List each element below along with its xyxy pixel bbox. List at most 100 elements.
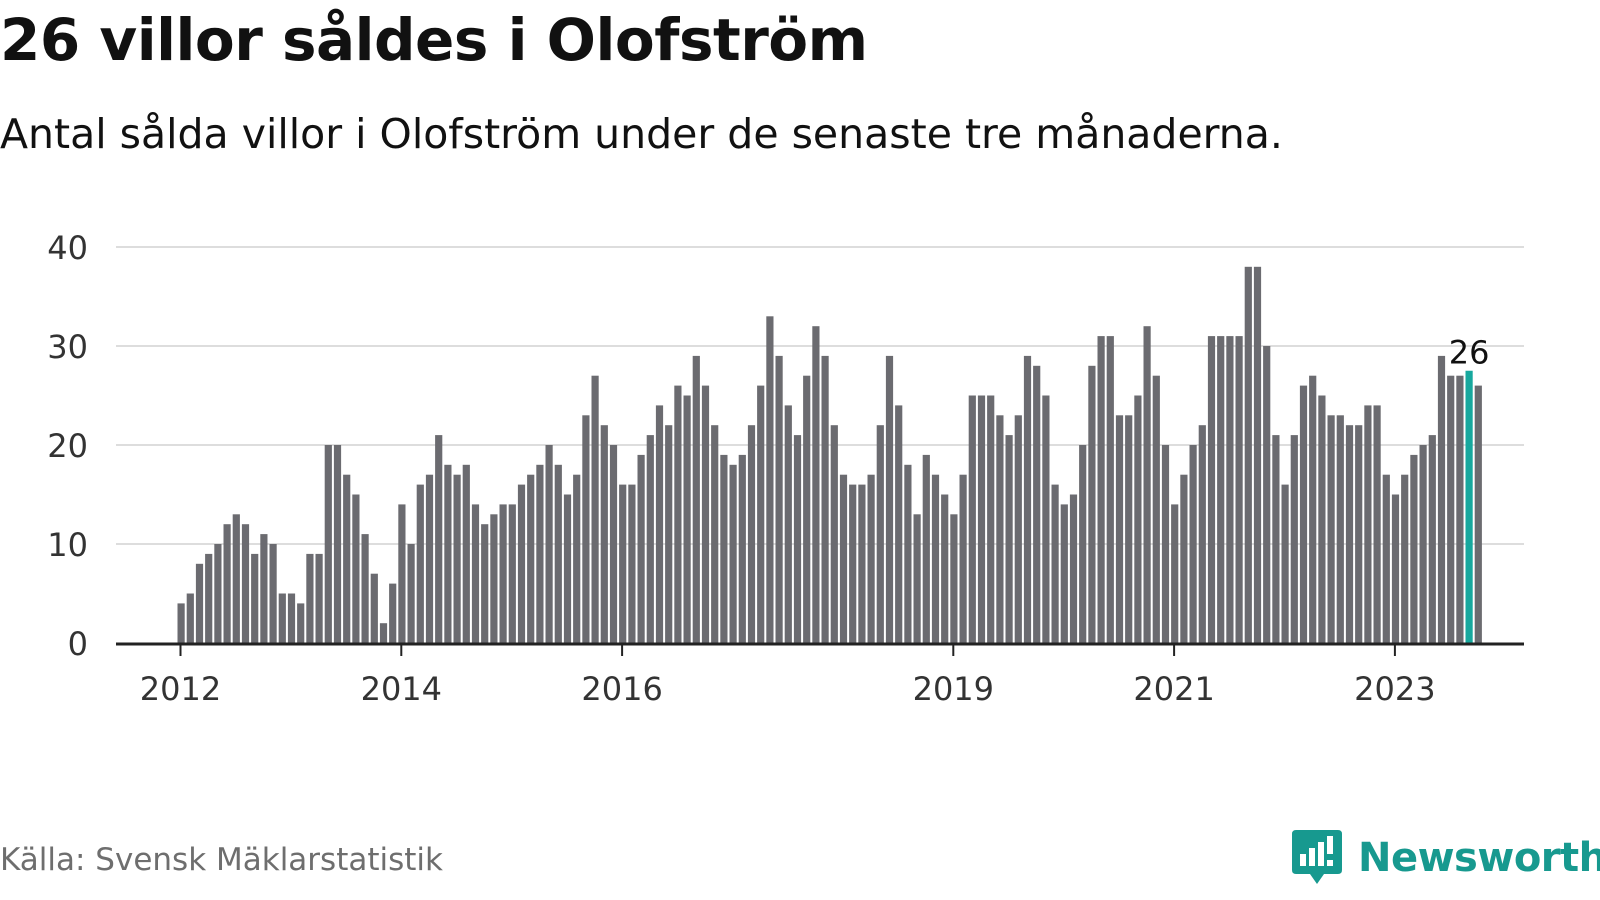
bar [729,464,737,643]
bar [306,553,314,643]
bar [1051,484,1059,643]
bar [398,504,406,643]
bar [232,514,240,643]
bar [177,603,185,643]
bar-chart: 0 10 20 30 40 2012 2014 2016 2019 2021 2023 26 [47,229,1524,708]
bar [1272,435,1280,643]
bar [931,474,940,643]
bar [223,524,231,643]
bar [1437,355,1446,643]
bar [462,464,470,643]
bar [251,553,259,643]
bar [1134,395,1142,643]
bar [619,484,627,643]
bar [1401,474,1409,643]
bar [757,385,765,643]
bar [1474,385,1482,643]
bar [1410,454,1418,643]
bar [1281,484,1289,643]
bar [1180,474,1188,643]
bar [1336,415,1344,643]
bar [1207,336,1216,643]
bar [499,504,507,643]
bar [1263,346,1271,643]
bar [683,395,691,643]
bar [1355,425,1363,643]
x-tick-label: 2019 [913,670,994,708]
bar [435,435,443,643]
bar [241,524,250,643]
bar [1088,365,1096,643]
bar [913,514,921,643]
bar [582,415,590,643]
highlighted-bar [1465,370,1473,643]
bar [747,425,756,643]
bar [711,425,719,643]
bar [674,385,682,643]
bar [849,484,857,643]
bar [214,544,222,643]
bar [1235,336,1243,643]
bars [177,266,1482,643]
bar [646,435,654,643]
bar [968,395,976,643]
bar [1373,405,1381,643]
bar [361,534,369,643]
bar-chart-speech-bubble-icon [1292,830,1342,884]
bar [527,474,535,643]
x-axis-ticks: 2012 2014 2016 2019 2021 2023 [140,645,1436,708]
bar [260,534,268,643]
x-tick-label: 2014 [361,670,442,708]
bar [895,405,903,643]
bar [591,375,599,643]
bar [1033,365,1041,643]
x-tick-label: 2021 [1133,670,1214,708]
bar [1217,336,1225,643]
data-labels: 26 [1449,334,1490,372]
bar [1456,375,1464,643]
bar [987,395,995,643]
brand-logo: Newsworthy [1292,830,1600,886]
bar [573,474,581,643]
highlight-value-label: 26 [1449,334,1490,372]
bar [490,514,498,643]
x-tick-label: 2012 [140,670,221,708]
bar [830,425,838,643]
bar [701,385,710,643]
bar [379,623,388,643]
bar [554,464,562,643]
y-tick-label: 30 [47,328,88,366]
bar [407,544,415,643]
bar [793,435,802,643]
bar [195,563,204,643]
bar [867,474,875,643]
bar [1198,425,1206,643]
bar [1244,266,1252,643]
y-tick-label: 0 [68,625,88,663]
bar [1161,445,1170,643]
bar [885,355,894,643]
brand-name: Newsworthy [1358,835,1600,881]
chart-subtitle: Antal sålda villor i Olofström under de … [0,110,1283,158]
bar [720,454,728,643]
bar [1106,336,1114,643]
bar [517,484,526,643]
bar [1189,445,1197,643]
bar [738,454,746,643]
bar [1299,385,1308,643]
bar [637,454,645,643]
y-tick-label: 10 [47,526,88,564]
bar [536,464,544,643]
bar [1152,375,1160,643]
bar [1345,425,1354,643]
bar [1069,494,1078,643]
bar [278,593,286,643]
grid-layer [116,246,1524,545]
bar [444,464,452,643]
bar [803,375,811,643]
bar [545,445,553,643]
y-tick-label: 40 [47,229,88,267]
bar [269,544,277,643]
y-tick-label: 20 [47,427,88,465]
bar [1143,326,1151,643]
